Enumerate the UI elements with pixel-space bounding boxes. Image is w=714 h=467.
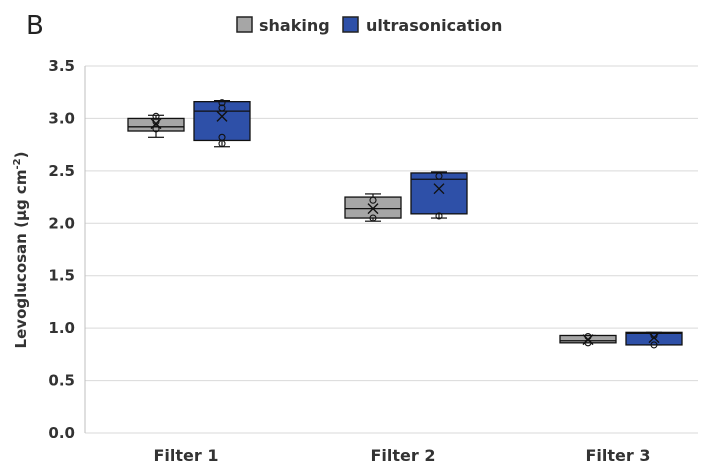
y-tick-label: 1.0 xyxy=(48,319,75,337)
data-point xyxy=(435,172,443,180)
data-point xyxy=(369,214,377,222)
data-point xyxy=(218,99,226,107)
y-tick-label: 3.0 xyxy=(48,109,75,127)
legend-item-ultrasonication: ultrasonication xyxy=(342,16,502,35)
data-point xyxy=(650,341,658,349)
legend-item-shaking: shaking xyxy=(236,16,330,35)
x-tick-label: Filter 2 xyxy=(371,446,436,465)
mean-marker xyxy=(367,203,379,215)
data-point xyxy=(152,125,160,133)
data-point xyxy=(435,212,443,220)
legend: shaking ultrasonication xyxy=(236,16,502,35)
gridlines xyxy=(84,65,698,434)
x-tick-label: Filter 3 xyxy=(586,446,651,465)
legend-swatch-shaking xyxy=(236,16,253,33)
data-point xyxy=(218,104,226,112)
y-tick-label: 0.5 xyxy=(48,372,75,390)
box-shaking-3 xyxy=(559,332,617,347)
box-series xyxy=(127,99,683,349)
y-tick-labels: 0.0 0.5 1.0 1.5 2.0 2.5 3.0 3.5 xyxy=(48,57,75,442)
data-point xyxy=(218,133,226,141)
y-axis-title: Levoglucosan (µg cm-2) xyxy=(12,152,30,349)
legend-label-shaking: shaking xyxy=(259,16,330,35)
x-tick-label: Filter 1 xyxy=(154,446,219,465)
y-tick-label: 2.0 xyxy=(48,214,75,232)
y-tick-label: 1.5 xyxy=(48,267,75,285)
mean-marker xyxy=(648,332,660,344)
box-shaking-2 xyxy=(344,193,402,222)
panel-label: B xyxy=(26,11,44,41)
x-tick-labels: Filter 1 Filter 2 Filter 3 xyxy=(154,446,651,465)
mean-marker xyxy=(150,118,162,130)
mean-marker xyxy=(582,334,594,346)
y-axis-title-main: Levoglucosan (µg cm xyxy=(12,170,30,349)
y-tick-label: 0.0 xyxy=(48,424,75,442)
box-ultrasonication-3 xyxy=(625,331,683,349)
box-shaking-1 xyxy=(127,112,185,138)
y-tick-label: 2.5 xyxy=(48,162,75,180)
box-ultrasonication-2 xyxy=(410,171,468,220)
mean-marker xyxy=(433,183,445,195)
y-tick-label: 3.5 xyxy=(48,57,75,75)
data-point xyxy=(152,112,160,120)
y-axis-title-superscript: -2 xyxy=(12,158,23,169)
y-axis-title-close: ) xyxy=(12,152,30,159)
legend-label-ultrasonication: ultrasonication xyxy=(366,16,502,35)
box-ultrasonication-1 xyxy=(193,99,251,148)
legend-swatch-ultrasonication xyxy=(342,16,359,33)
mean-marker xyxy=(216,110,228,122)
data-point xyxy=(369,196,377,204)
